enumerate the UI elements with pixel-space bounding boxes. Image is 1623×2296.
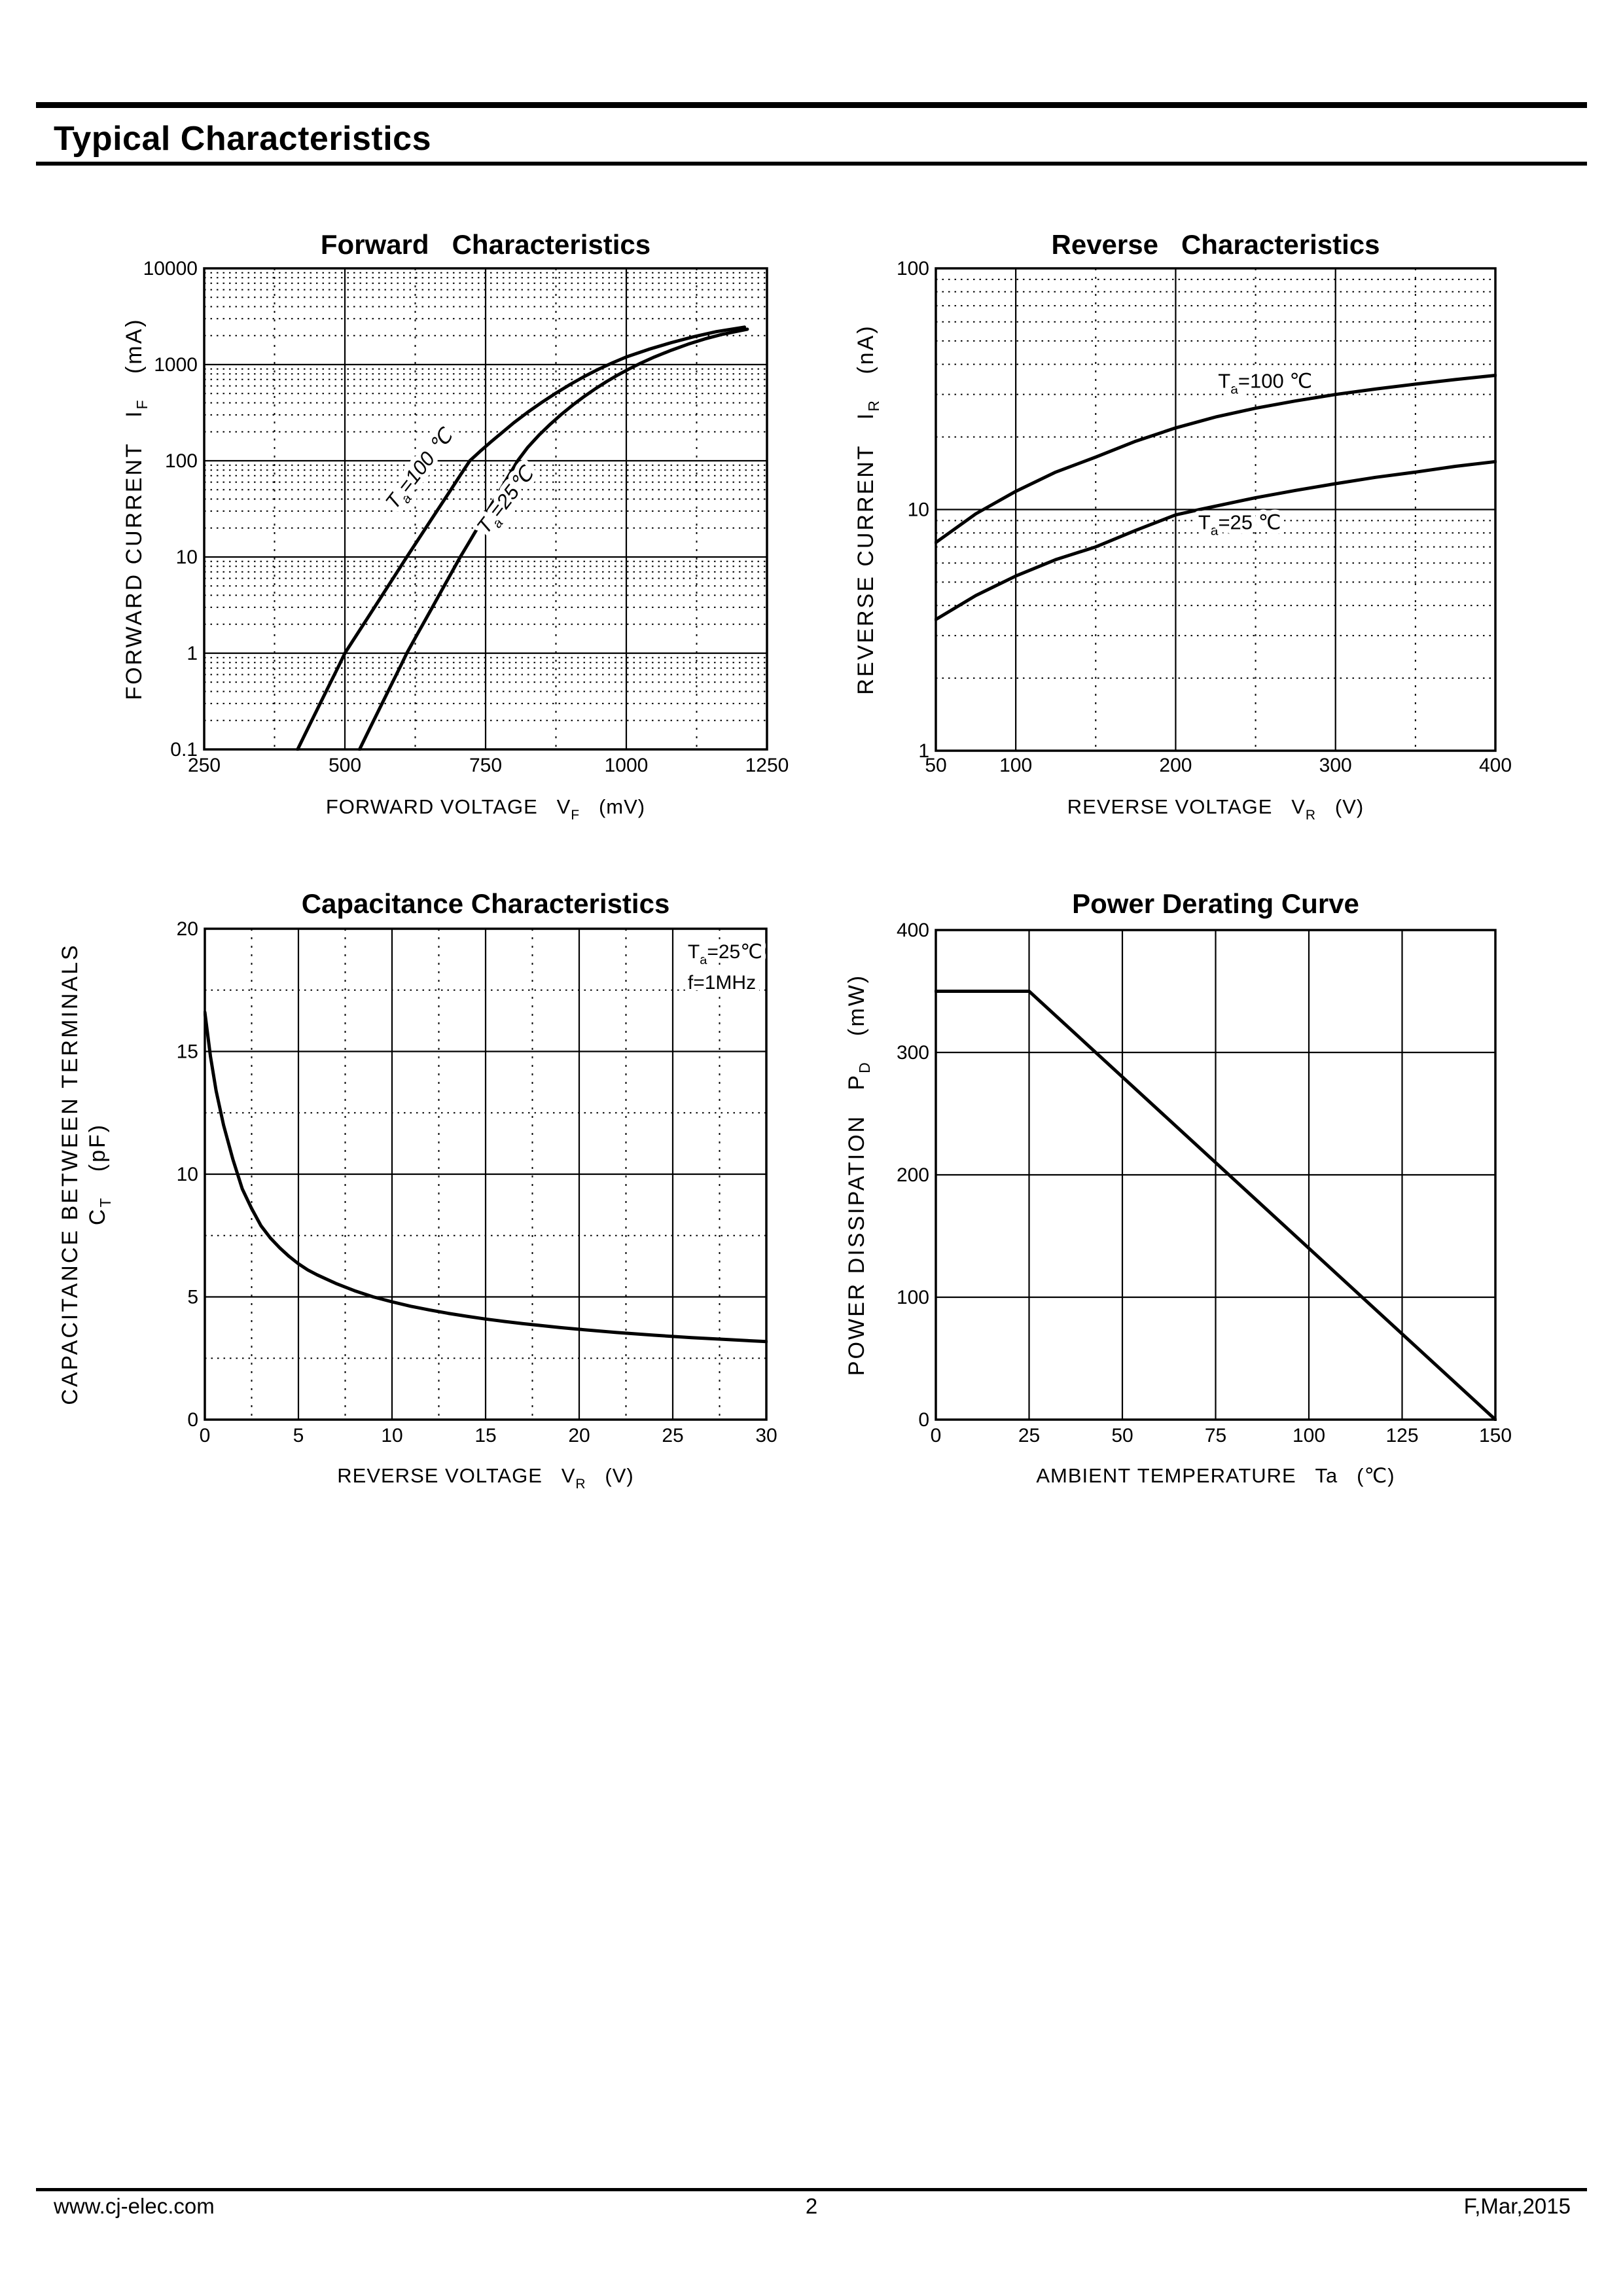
y-tick-label: 15 [177,1041,198,1063]
x-tick-label: 10 [381,1425,402,1446]
footer-revision: F,Mar,2015 [1463,2194,1571,2218]
y-tick-label: 0 [918,1409,929,1431]
x-tick-label: 0 [200,1425,211,1446]
series-ta-25c-f-1mhz [204,1011,768,1344]
x-tick-label: 50 [1111,1425,1133,1446]
x-tick-label: 5 [293,1425,304,1446]
x-axis-title: AMBIENT TEMPERATURE Ta (℃) [1036,1464,1395,1487]
x-tick-label: 125 [1385,1425,1418,1446]
x-tick-label: 400 [1479,755,1512,776]
y-tick-label: 400 [897,920,929,941]
y-tick-label: 1 [918,740,929,762]
series-ta-25c [935,459,1497,621]
x-tick-label: 500 [329,755,361,776]
x-tick-label: 150 [1479,1425,1512,1446]
series-ta-100c [296,325,747,751]
y-tick-label: 10 [908,499,929,521]
y-tick-label: 0.1 [170,739,198,761]
footer-rule [36,2188,1587,2191]
y-tick-label: 100 [897,1287,929,1308]
x-tick-label: 1250 [745,755,789,776]
x-tick-label: 75 [1205,1425,1226,1446]
x-tick-label: 25 [662,1425,683,1446]
forward-characteristics-chart: Ta=100 ℃Ta=25℃ Forward Characteristics 250… [122,229,789,823]
curve-label: Ta=25℃ [688,941,762,967]
capacitance-characteristics-chart: Ta=25℃ f=1MHz Capacitance Characteristics 0… [58,888,777,1492]
y-axis-title: REVERSE CURRENT IR (nA) [853,324,882,694]
chart-title: Reverse Characteristics [1052,229,1380,260]
y-tick-label: 0 [187,1409,198,1431]
y-tick-label: 100 [165,450,198,472]
x-tick-label: 20 [568,1425,590,1446]
y-tick-label: 10 [177,1164,198,1185]
curve-label: Ta=100 ℃ [1218,369,1312,397]
curve-label: Ta=100 ℃ [381,423,462,516]
x-tick-label: 1000 [605,755,649,776]
header-rule-top [36,102,1587,108]
footer-website: www.cj-elec.com [54,2194,215,2218]
series-ta-25c [357,327,749,751]
chart-title: Forward Characteristics [321,229,651,260]
y-tick-label: 5 [187,1287,198,1308]
y-tick-label: 300 [897,1042,929,1064]
y-tick-label: 1000 [154,354,198,376]
y-tick-label: 20 [177,918,198,940]
header-rule-bottom [36,162,1587,166]
y-axis-title: FORWARD CURRENT IF (mA) [122,317,151,700]
reverse-characteristics-chart: Ta=100 ℃ Ta=25 ℃ Reverse Characteristics 50… [853,229,1512,823]
x-tick-label: 30 [755,1425,777,1446]
footer-page-number: 2 [805,2194,818,2218]
x-tick-label: 300 [1319,755,1352,776]
y-tick-label: 10000 [143,258,198,279]
y-axis-title: CAPACITANCE BETWEEN TERMINALS [58,943,82,1405]
x-tick-label: 250 [188,755,221,776]
y-tick-label: 10 [176,547,198,568]
y-axis-title: POWER DISSIPATION PD (mW) [844,974,873,1376]
chart-title: Power Derating Curve [1072,888,1359,919]
y-tick-label: 100 [897,258,929,279]
x-axis-title: REVERSE VOLTAGE VR (V) [337,1464,633,1492]
x-tick-label: 100 [999,755,1032,776]
page-title: Typical Characteristics [54,120,432,158]
x-tick-label: 0 [931,1425,942,1446]
x-tick-label: 750 [469,755,502,776]
series-derating [935,990,1497,1421]
chart-title: Capacitance Characteristics [302,888,670,919]
y-tick-label: 200 [897,1164,929,1186]
curve-label: f=1MHz [688,972,756,994]
x-tick-label: 100 [1293,1425,1325,1446]
curve-label: Ta=25 ℃ [1198,511,1281,538]
x-tick-label: 200 [1159,755,1192,776]
y-axis-title: CT (pF) [85,1123,114,1225]
power-derating-curve-chart: Power Derating Curve 0 25 50 75 100 125 150 0 100… [844,888,1512,1487]
x-tick-label: 15 [474,1425,496,1446]
curve-label: Ta=25℃ [472,461,543,541]
y-tick-label: 1 [187,643,198,664]
series-ta-100c [935,374,1497,545]
x-tick-label: 50 [925,755,946,776]
x-axis-title: FORWARD VOLTAGE VF (mV) [326,795,645,823]
x-tick-label: 25 [1018,1425,1040,1446]
x-axis-title: REVERSE VOLTAGE VR (V) [1067,795,1364,823]
